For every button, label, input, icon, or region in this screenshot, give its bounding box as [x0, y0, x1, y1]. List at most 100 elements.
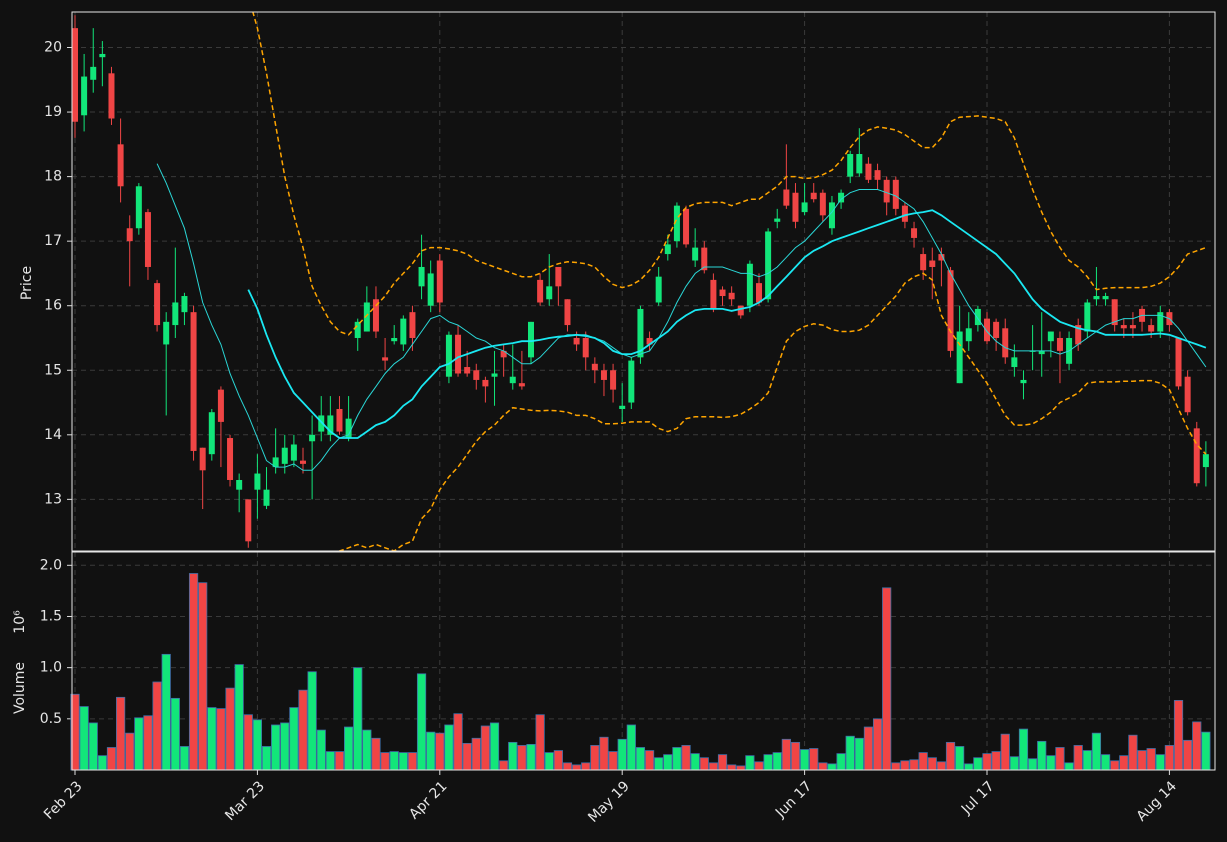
volume-bar — [243, 714, 253, 771]
candle-body — [1157, 312, 1164, 332]
candle-body — [1075, 325, 1082, 345]
volume-bar — [663, 754, 673, 771]
candle-body — [892, 179, 899, 209]
volume-bar — [736, 765, 746, 771]
volume-bar — [462, 742, 472, 771]
volume-bar — [152, 681, 162, 771]
volume-bar — [590, 745, 600, 771]
volume-bar — [426, 731, 436, 771]
volume-bar — [398, 752, 408, 771]
candle-body — [1056, 337, 1063, 351]
candle-body — [756, 283, 762, 303]
volume-bar — [489, 722, 500, 771]
candle-body — [1038, 350, 1045, 355]
volume-bar — [918, 752, 928, 771]
volume-bar — [1110, 760, 1120, 771]
volume-bar — [599, 736, 609, 771]
candle-body — [491, 373, 498, 377]
candle-body — [1011, 357, 1018, 368]
volume-bar — [508, 741, 518, 771]
volume-bar — [863, 726, 874, 771]
candle-body — [217, 389, 224, 422]
volume-bar — [900, 760, 910, 771]
volume-bar — [207, 707, 217, 771]
volume-bar — [818, 762, 828, 771]
volume-bar — [271, 724, 281, 771]
candle-body — [90, 66, 97, 80]
volume-bar — [717, 754, 728, 771]
y-tick-label: 19 — [44, 104, 62, 120]
volume-bar — [854, 737, 864, 771]
volume-bar — [1064, 762, 1074, 771]
candle-body — [619, 405, 626, 409]
y-tick-label: 1.5 — [40, 608, 62, 624]
volume-bar — [581, 762, 591, 771]
volume-bar — [1119, 755, 1129, 771]
volume-bar — [544, 752, 554, 771]
candle-body — [555, 266, 562, 287]
candle-body — [455, 334, 462, 374]
candle-body — [208, 412, 215, 455]
candle-body — [117, 144, 124, 187]
candle-body — [1111, 299, 1118, 326]
price-axis-label: Price — [19, 266, 35, 300]
candle-body — [719, 289, 726, 297]
overlay-line — [252, 12, 1207, 336]
volume-bar — [435, 732, 445, 771]
volume-bar — [745, 755, 755, 771]
y-tick-label: 18 — [44, 169, 62, 185]
candle-body — [828, 202, 835, 229]
volume-bar — [1028, 758, 1038, 771]
candle-body — [819, 192, 826, 216]
candle-body — [181, 296, 188, 313]
candle-body — [929, 260, 936, 267]
volume-bar — [964, 763, 974, 771]
candle-body — [309, 434, 316, 442]
overlay-line — [247, 209, 1207, 439]
volume-bar — [106, 747, 117, 771]
candle-body — [901, 205, 908, 222]
candle-body — [1020, 379, 1027, 384]
candle-body — [409, 312, 416, 338]
candle-body — [327, 415, 334, 435]
volume-bar — [198, 582, 208, 771]
volume-bar — [644, 750, 655, 771]
candle-body — [400, 318, 407, 345]
volume-bar — [125, 732, 135, 771]
volume-bar — [955, 746, 965, 771]
volume-bar — [1073, 745, 1083, 771]
candle-body — [172, 302, 179, 326]
volume-bar — [188, 573, 199, 771]
candle-body — [646, 337, 653, 345]
candle-body — [427, 273, 434, 306]
volume-bar — [471, 737, 481, 771]
candles — [72, 12, 1209, 551]
volume-bar — [772, 752, 782, 771]
volume-bar — [672, 747, 682, 771]
volume-bar — [353, 667, 363, 771]
candle-body — [774, 218, 781, 222]
candle-body — [591, 363, 598, 371]
volume-bar — [79, 706, 89, 771]
y-tick-label: 20 — [44, 40, 62, 56]
volume-bar — [1183, 739, 1193, 771]
volume-bar — [690, 753, 700, 771]
volume-bar — [307, 671, 317, 771]
candle-body — [418, 266, 425, 287]
volume-bar — [699, 757, 709, 771]
candle-body — [236, 479, 243, 490]
volume-bar — [480, 725, 491, 771]
volume-bar — [909, 759, 919, 771]
volume-bar — [407, 752, 418, 771]
candle-body — [354, 321, 361, 338]
volume-bar — [927, 757, 937, 771]
candle-body — [984, 318, 990, 342]
candle-body — [692, 247, 699, 261]
volume-bar — [170, 697, 180, 771]
y-tick-label: 14 — [44, 427, 62, 443]
volume-bar — [362, 729, 372, 771]
volume-bar — [882, 587, 892, 771]
candle-body — [391, 337, 398, 342]
